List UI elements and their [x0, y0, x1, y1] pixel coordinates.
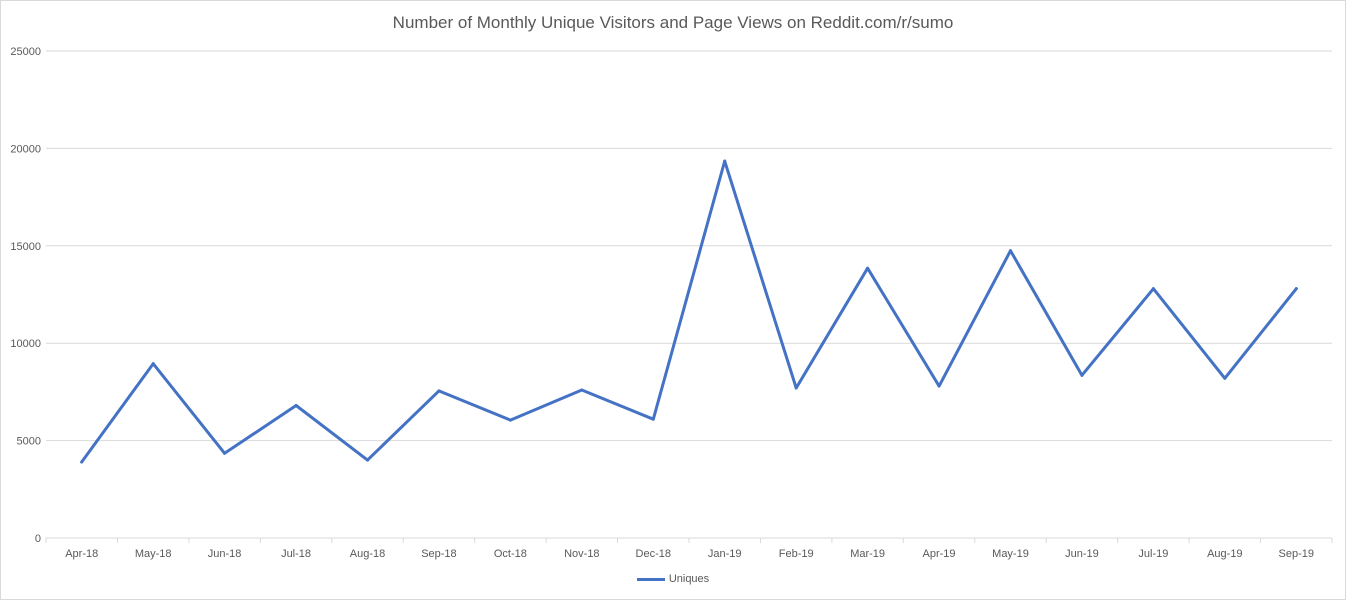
x-tick-label: Mar-19	[850, 548, 885, 560]
x-tick-label: Jan-19	[708, 548, 742, 560]
data-point	[151, 362, 155, 366]
legend-swatch-uniques	[636, 577, 665, 581]
y-tick-label: 25000	[10, 46, 41, 58]
x-tick-label: May-18	[135, 548, 172, 560]
data-point	[723, 159, 727, 163]
x-tick-label: Feb-19	[779, 548, 814, 560]
data-point	[794, 386, 798, 390]
x-tick-label: May-19	[992, 548, 1029, 560]
x-axis	[45, 537, 1333, 543]
data-point	[1009, 249, 1012, 253]
legend-label-uniques: Uniques	[668, 573, 710, 585]
data-point	[366, 458, 369, 462]
x-tick-label: Sep-18	[421, 548, 456, 560]
data-point	[580, 388, 584, 392]
data-point	[294, 404, 298, 408]
y-tick-label: 0	[35, 533, 41, 545]
y-tick-label: 10000	[10, 338, 41, 350]
x-axis-tick-labels: Apr-18 May-18 Jun-18 Jul-18 Aug-18 Sep-18 Oct-…	[65, 548, 1314, 560]
y-tick-label: 20000	[10, 143, 41, 155]
x-tick-label: Aug-19	[1207, 548, 1242, 560]
y-tick-label: 15000	[10, 241, 41, 253]
x-tick-label: Dec-18	[636, 548, 671, 560]
series-uniques	[80, 159, 1298, 464]
x-tick-label: Jul-18	[281, 548, 311, 560]
gridlines	[46, 50, 1332, 442]
x-tick-label: Jun-19	[1065, 548, 1099, 560]
series-line-uniques	[80, 159, 1298, 464]
data-point	[1294, 287, 1298, 291]
x-tick-label: Jul-19	[1138, 548, 1168, 560]
chart-title: Number of Monthly Unique Visitors and Pa…	[392, 13, 954, 32]
data-point	[223, 451, 227, 455]
x-tick-label: Nov-18	[564, 548, 599, 560]
data-point	[80, 460, 84, 464]
y-axis-tick-labels: 0 5000 10000 15000 20000 25000	[10, 46, 41, 545]
x-tick-label: Jun-18	[208, 548, 242, 560]
x-tick-label: Sep-19	[1279, 548, 1314, 560]
x-tick-label: Oct-18	[494, 548, 527, 560]
data-point	[866, 266, 870, 270]
data-point	[937, 384, 941, 388]
y-tick-label: 5000	[17, 436, 41, 448]
data-point	[437, 389, 441, 393]
data-point	[651, 417, 655, 421]
data-point	[508, 418, 512, 422]
x-tick-label: Apr-18	[65, 548, 98, 560]
data-point	[1080, 373, 1084, 377]
data-point	[1151, 287, 1155, 291]
data-point	[1223, 376, 1227, 380]
x-tick-label: Apr-19	[923, 548, 956, 560]
legend: Uniques	[1, 573, 1345, 585]
x-tick-label: Aug-18	[350, 548, 385, 560]
